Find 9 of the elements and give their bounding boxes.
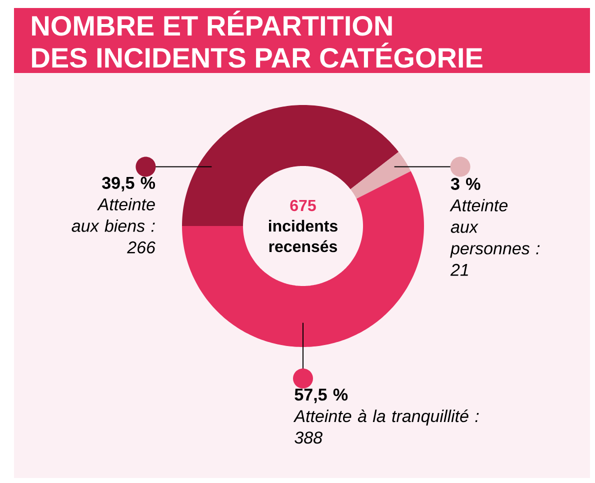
slice-label: Atteinte aux personnes : 21 (450, 198, 540, 276)
text: incidents recensés (269, 220, 338, 252)
data-label: 39,5 % (102, 176, 156, 192)
data-label: 3 % (450, 178, 480, 190)
text: 675 (290, 200, 316, 212)
chart-title: NOMBRE ET RÉPARTITION DES INCIDENTS PAR CATÉGORIE (32, 10, 482, 68)
slice-label: Atteinte aux biens : 266 (72, 198, 156, 254)
slice-label: Atteinte à la tranquillité : 388 (293, 409, 479, 444)
data-label: 57,5 % (294, 388, 348, 404)
